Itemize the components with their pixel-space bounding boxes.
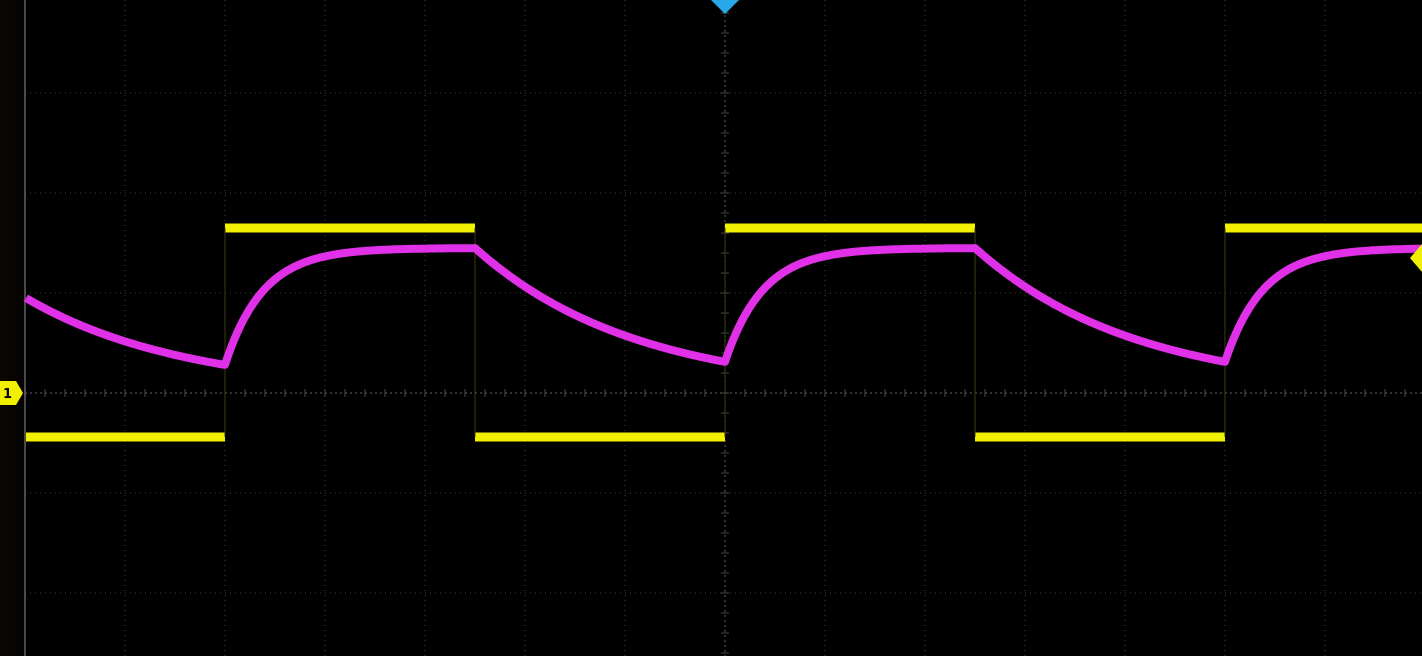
screen-left-border xyxy=(24,0,26,656)
ch2-waveform xyxy=(23,244,1422,369)
trigger-position-marker-icon xyxy=(711,0,739,14)
waveform-traces xyxy=(23,223,1422,442)
channel-1-ground-marker-icon xyxy=(0,381,23,405)
channel-1-label: 1 xyxy=(3,387,12,402)
trigger-level-marker-icon xyxy=(1410,244,1422,272)
graticule-grid xyxy=(24,0,1422,656)
markers: 1 xyxy=(0,0,1422,405)
left-marker-strip xyxy=(0,0,24,656)
